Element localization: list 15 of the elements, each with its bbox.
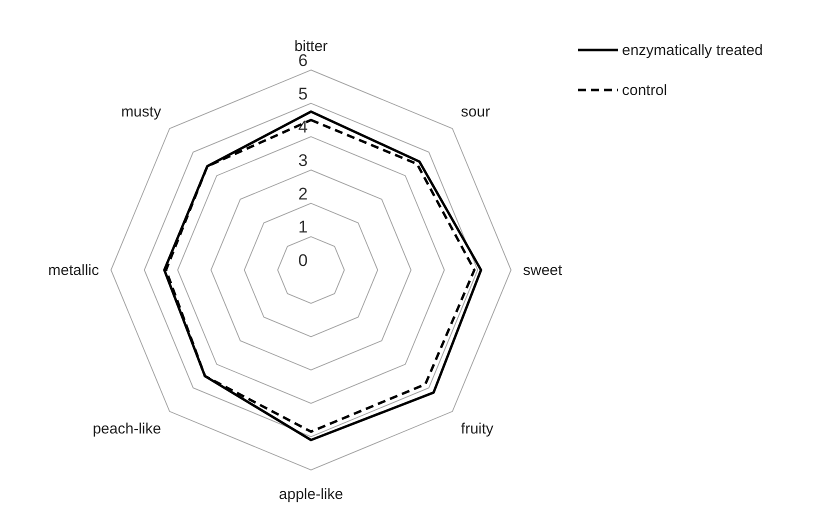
spoke-label: sweet	[523, 262, 564, 279]
legend-label: enzymatically treated	[622, 42, 763, 59]
spoke-label: sour	[460, 104, 490, 121]
y-tick-label: 0	[298, 251, 308, 270]
spoke-label: musty	[121, 104, 162, 121]
y-tick-label: 1	[298, 218, 308, 237]
spoke-label: metallic	[48, 262, 100, 279]
spoke-label: peach-like	[92, 420, 162, 438]
y-tick-label: 3	[298, 151, 308, 170]
y-tick-label: 2	[298, 184, 308, 204]
legend-label: control	[622, 82, 668, 99]
y-tick-label: 4	[298, 118, 308, 137]
y-tick-label: 5	[298, 84, 308, 104]
spoke-label: fruity	[460, 420, 494, 438]
spoke-label: apple-like	[278, 486, 344, 503]
